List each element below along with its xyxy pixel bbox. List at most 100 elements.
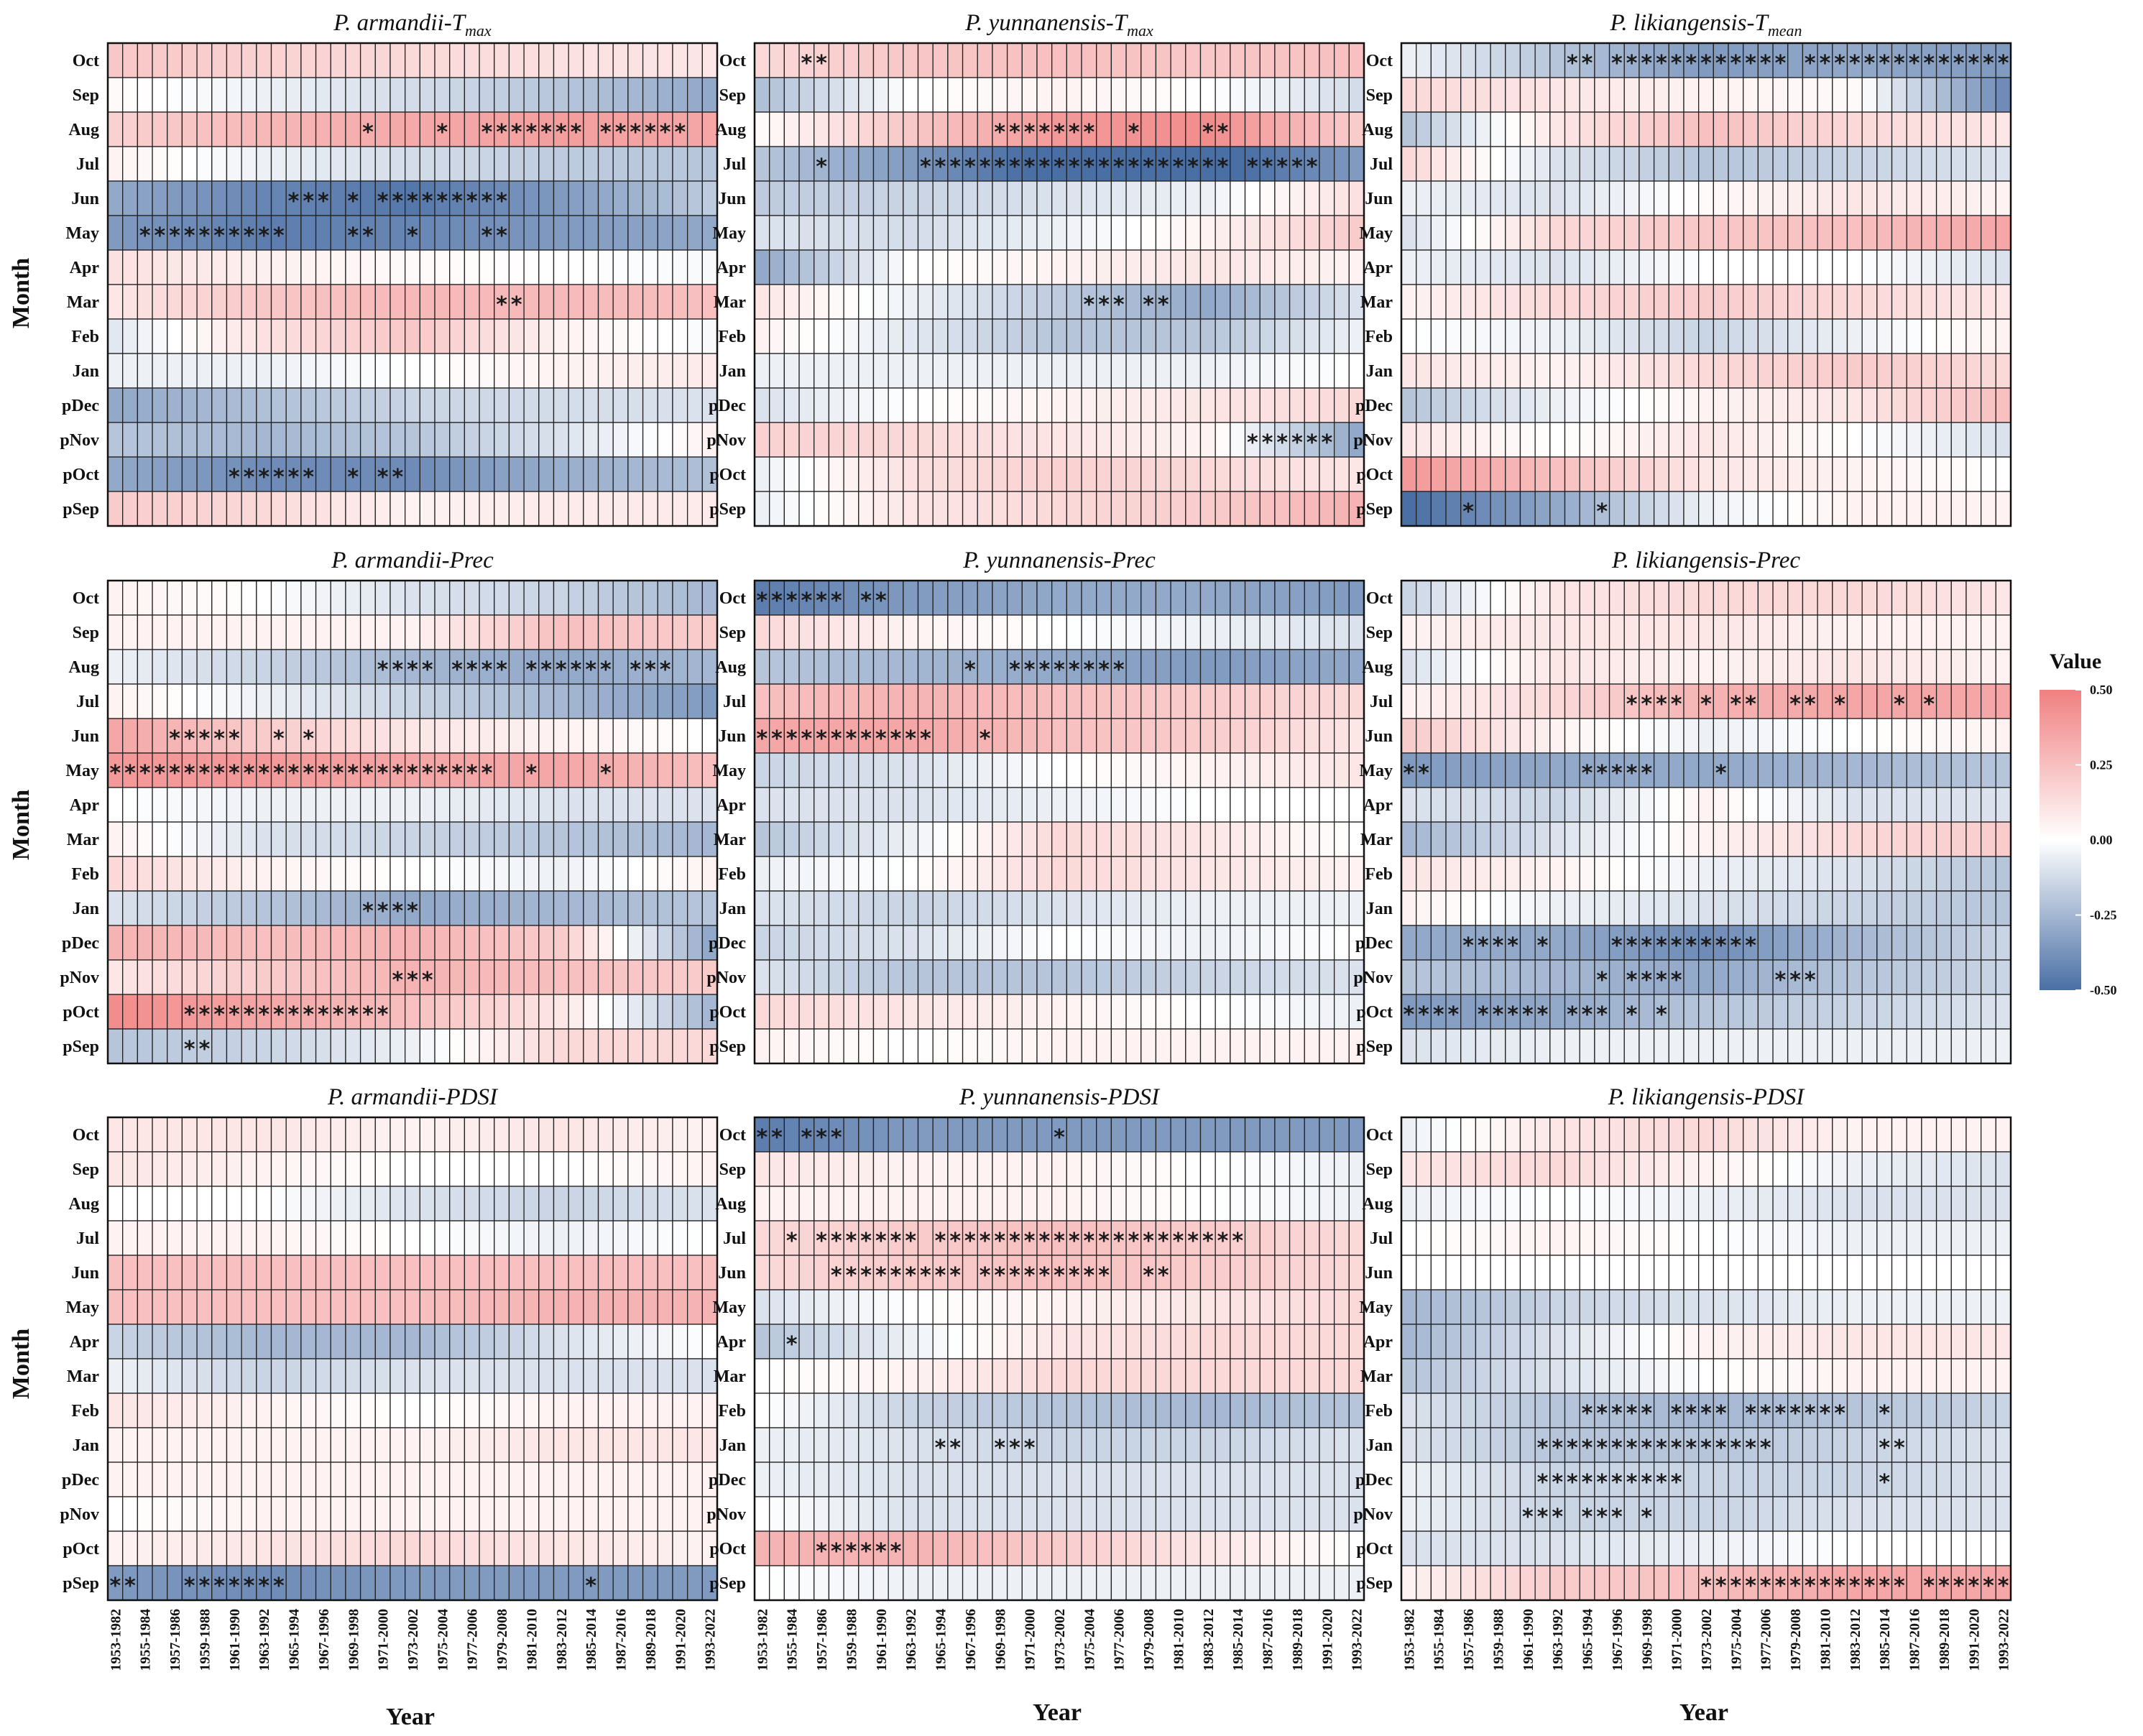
heatmap-cell xyxy=(405,821,420,857)
heatmap-cell xyxy=(241,77,257,113)
significance-star: * xyxy=(407,968,418,993)
heatmap-cell xyxy=(1319,1358,1335,1394)
significance-star: * xyxy=(816,154,827,180)
heatmap-cell xyxy=(1155,787,1171,823)
heatmap-cell xyxy=(843,1324,859,1359)
heatmap-cell xyxy=(1935,580,1952,616)
heatmap-cell xyxy=(1713,491,1729,527)
month-label: Oct xyxy=(1366,589,1393,608)
heatmap-cell xyxy=(1549,180,1566,216)
heatmap-cell xyxy=(858,649,875,685)
heatmap-cell xyxy=(917,387,934,423)
significance-star: * xyxy=(1671,933,1682,959)
heatmap-cell xyxy=(196,1427,213,1463)
heatmap-cell xyxy=(1289,456,1305,492)
heatmap-cell xyxy=(1304,925,1320,961)
significance-star: * xyxy=(229,465,240,490)
heatmap-cell xyxy=(137,249,153,285)
heatmap-cell xyxy=(1668,752,1685,788)
heatmap-cell xyxy=(1319,890,1335,926)
heatmap-cell xyxy=(686,146,703,182)
heatmap-cell xyxy=(1728,890,1744,926)
heatmap-cell xyxy=(1215,580,1231,616)
significance-star: * xyxy=(1522,1002,1534,1028)
heatmap-cell xyxy=(1505,614,1521,650)
heatmap-cell xyxy=(903,925,919,961)
heatmap-cell xyxy=(932,1496,949,1532)
heatmap-cell xyxy=(285,890,302,926)
significance-star: * xyxy=(1760,51,1771,76)
heatmap-cell xyxy=(1170,42,1186,78)
heatmap-cell xyxy=(1519,821,1536,857)
heatmap-cell xyxy=(1140,787,1157,823)
heatmap-cell xyxy=(1817,856,1833,892)
heatmap-cell xyxy=(523,994,540,1030)
heatmap-cell xyxy=(1549,111,1566,147)
heatmap-cell xyxy=(642,42,658,78)
heatmap-cell xyxy=(828,1427,844,1463)
heatmap-cell xyxy=(1051,318,1067,354)
heatmap-cell xyxy=(359,1028,376,1064)
heatmap-cell xyxy=(345,1324,361,1359)
heatmap-cell xyxy=(196,925,213,961)
heatmap-cell xyxy=(1185,284,1202,320)
heatmap-cell xyxy=(843,387,859,423)
significance-star: * xyxy=(600,761,612,786)
heatmap-cell xyxy=(1623,387,1640,423)
heatmap-cell xyxy=(686,1393,703,1428)
heatmap-cell xyxy=(1549,856,1566,892)
heatmap-cell xyxy=(814,249,830,285)
heatmap-cell xyxy=(583,821,599,857)
heatmap-cell xyxy=(122,111,139,147)
heatmap-cell xyxy=(1846,1028,1863,1064)
heatmap-cell xyxy=(523,284,540,320)
heatmap-cell xyxy=(330,614,346,650)
heatmap-cell xyxy=(523,718,540,754)
heatmap-cell xyxy=(1199,1151,1216,1187)
month-label: Jul xyxy=(76,155,99,174)
heatmap-cell xyxy=(419,1530,435,1566)
heatmap-cell xyxy=(1743,787,1759,823)
heatmap-cell xyxy=(1965,387,1982,423)
heatmap-cell xyxy=(374,42,391,78)
heatmap-cell xyxy=(858,42,875,78)
heatmap-cell xyxy=(1081,890,1097,926)
heatmap-cell xyxy=(977,614,993,650)
heatmap-cell xyxy=(1594,249,1610,285)
heatmap-cell xyxy=(1891,249,1907,285)
heatmap-cell xyxy=(1549,787,1566,823)
heatmap-cell xyxy=(479,1324,495,1359)
heatmap-cell xyxy=(1921,959,1937,995)
significance-star: * xyxy=(831,588,842,614)
heatmap-cell xyxy=(107,925,124,961)
heatmap-cell xyxy=(1430,787,1447,823)
heatmap-cell xyxy=(137,1028,153,1064)
heatmap-cell xyxy=(538,683,555,719)
heatmap-cell xyxy=(932,353,949,389)
heatmap-cell xyxy=(1980,1028,1996,1064)
heatmap-cell xyxy=(181,1496,198,1532)
heatmap-cell xyxy=(330,1427,346,1463)
heatmap-cell xyxy=(1668,1028,1685,1064)
significance-star: * xyxy=(1656,692,1667,717)
heatmap-cell xyxy=(1534,890,1551,926)
heatmap-cell xyxy=(1215,491,1231,527)
heatmap-cell xyxy=(672,1220,688,1256)
heatmap-cell xyxy=(992,353,1008,389)
heatmap-cell xyxy=(211,111,228,147)
heatmap-cell xyxy=(1244,1427,1261,1463)
heatmap-cell xyxy=(196,284,213,320)
heatmap-cell xyxy=(932,1530,949,1566)
heatmap-cell xyxy=(1096,821,1112,857)
panel-parmandii-tmax: P. armandii-Tmax* * * * * * * * * * * * * * ** * * * * * * * *… xyxy=(60,10,719,527)
heatmap-cell xyxy=(1861,146,1878,182)
significance-star: * xyxy=(169,761,180,786)
heatmap-cell xyxy=(828,1393,844,1428)
heatmap-cell xyxy=(390,353,406,389)
panel-pyunnanensis-tmax: P. yunnanensis-Tmax* ** * * * * * * * * ** * * * * * * * *… xyxy=(706,10,1365,527)
heatmap-cell xyxy=(1289,1358,1305,1394)
heatmap-cell xyxy=(1817,249,1833,285)
heatmap-cell xyxy=(828,821,844,857)
heatmap-cell xyxy=(1333,1255,1350,1291)
heatmap-cell xyxy=(523,683,540,719)
